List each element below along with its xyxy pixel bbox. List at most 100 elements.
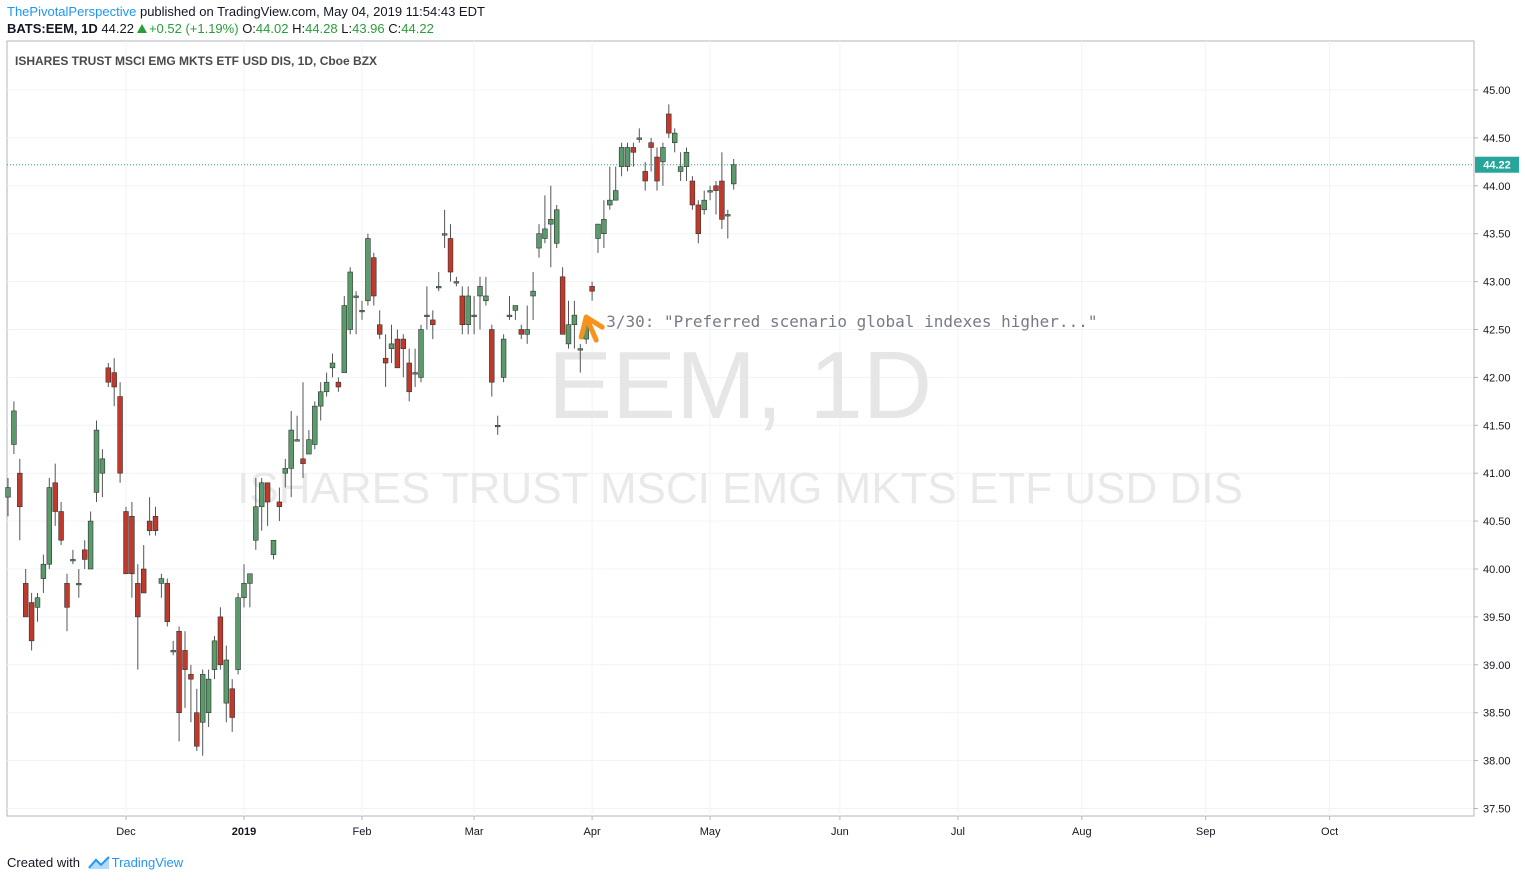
candle: [123, 506, 129, 575]
candle: [329, 353, 336, 378]
candle-body-up: [365, 238, 371, 302]
candle: [376, 310, 383, 340]
candle-body-up: [87, 520, 94, 570]
last-price-tag-label: 44.22: [1483, 160, 1511, 172]
candle: [725, 209, 731, 239]
candle: [630, 142, 637, 167]
candle-body-up: [312, 405, 318, 445]
candle-body-up: [701, 199, 707, 211]
candle: [229, 679, 235, 732]
candle-body-up: [211, 640, 218, 670]
candle: [93, 420, 100, 502]
candle: [559, 267, 566, 335]
candle-body-down: [22, 583, 29, 618]
candle-body-down: [430, 319, 436, 326]
candle: [5, 477, 11, 517]
candle-body-up: [347, 271, 353, 330]
candle-body-down: [371, 257, 377, 297]
price-tick-label: 40.50: [1483, 516, 1511, 528]
chart-title: ISHARES TRUST MSCI EMG MKTS ETF USD DIS,…: [15, 54, 377, 68]
price-axis[interactable]: 45.00 44.50 44.00 43.50 43.00 42.50 42.00 41.50…: [1474, 85, 1511, 816]
candle-body-down: [300, 458, 306, 464]
candle-body-down: [335, 381, 342, 388]
candle: [683, 147, 690, 182]
candle-body-up: [612, 190, 619, 201]
up-triangle-icon: [136, 24, 147, 33]
candle-body-up: [270, 539, 277, 555]
candle-body-down: [689, 180, 696, 206]
time-axis[interactable]: Dec 2019 Feb Mar Apr May Jun Jul Aug Sep Oct: [116, 816, 1338, 838]
candle: [654, 147, 660, 191]
candle-body-down: [229, 688, 235, 718]
time-tick-label: Apr: [584, 826, 601, 838]
candle: [117, 382, 123, 483]
candle: [306, 430, 312, 455]
candle-body-up: [247, 573, 253, 584]
candle-body-up: [329, 362, 336, 369]
candle-body-down: [648, 142, 654, 148]
author-link[interactable]: ThePivotalPerspective: [7, 4, 137, 19]
candle-body-up: [494, 424, 501, 428]
candle: [335, 377, 342, 392]
candle: [347, 267, 353, 335]
candle-body-down: [111, 372, 117, 388]
candle-body-up: [341, 305, 347, 373]
candle-body-up: [223, 659, 229, 704]
candle-body-up: [418, 329, 424, 378]
close-value: 44.22: [401, 21, 434, 36]
candle-body-down: [654, 156, 660, 182]
candle: [536, 224, 542, 258]
candle-body-up: [40, 563, 47, 579]
candle: [441, 209, 448, 249]
candle: [430, 310, 436, 340]
candle-body-up: [388, 343, 395, 349]
candle-body-up: [170, 650, 176, 653]
candle: [388, 324, 395, 364]
candle-body-up: [34, 597, 41, 608]
candle: [270, 539, 277, 560]
candle-body-up: [607, 199, 613, 206]
price-tick-label: 41.00: [1483, 468, 1511, 480]
candle-body-up: [205, 678, 212, 713]
candle: [176, 626, 182, 742]
candle-body-down: [447, 238, 454, 273]
candle-body-up: [412, 372, 418, 375]
candle-body-up: [200, 674, 206, 723]
candle: [247, 573, 253, 608]
price-tick-label: 43.50: [1483, 229, 1511, 241]
candle-body-down: [58, 511, 64, 541]
candle: [424, 286, 430, 330]
candle: [323, 372, 330, 397]
candle-body-down: [394, 338, 401, 369]
candle-body-up: [465, 295, 471, 326]
candle: [105, 363, 112, 387]
candle-body-up: [536, 233, 542, 249]
candle: [400, 334, 406, 378]
candle-body-down: [194, 712, 200, 747]
candle-body-up: [306, 439, 312, 455]
candle-body-up: [294, 439, 300, 442]
candle: [353, 291, 359, 335]
candle-body-up: [683, 151, 690, 167]
candle: [565, 300, 572, 349]
candle-body-down: [719, 180, 725, 220]
candle: [719, 152, 725, 229]
candle-body-up: [524, 329, 530, 335]
price-tick-label: 39.50: [1483, 612, 1511, 624]
candle: [188, 664, 194, 723]
candle-body-up: [453, 281, 460, 284]
candle-body-up: [359, 310, 365, 313]
candle: [524, 305, 530, 344]
candle-body-up: [483, 295, 489, 302]
price-tick-label: 38.50: [1483, 708, 1511, 720]
tradingview-link[interactable]: TradingView: [111, 855, 184, 870]
candle-body-up: [530, 290, 536, 297]
open-value: 44.02: [255, 21, 289, 36]
candle-body-up: [553, 209, 560, 244]
candle-body-up: [99, 458, 106, 474]
candle: [648, 137, 654, 172]
candle-body-down: [105, 367, 112, 383]
candle: [636, 128, 643, 143]
candle-body-down: [164, 583, 170, 622]
